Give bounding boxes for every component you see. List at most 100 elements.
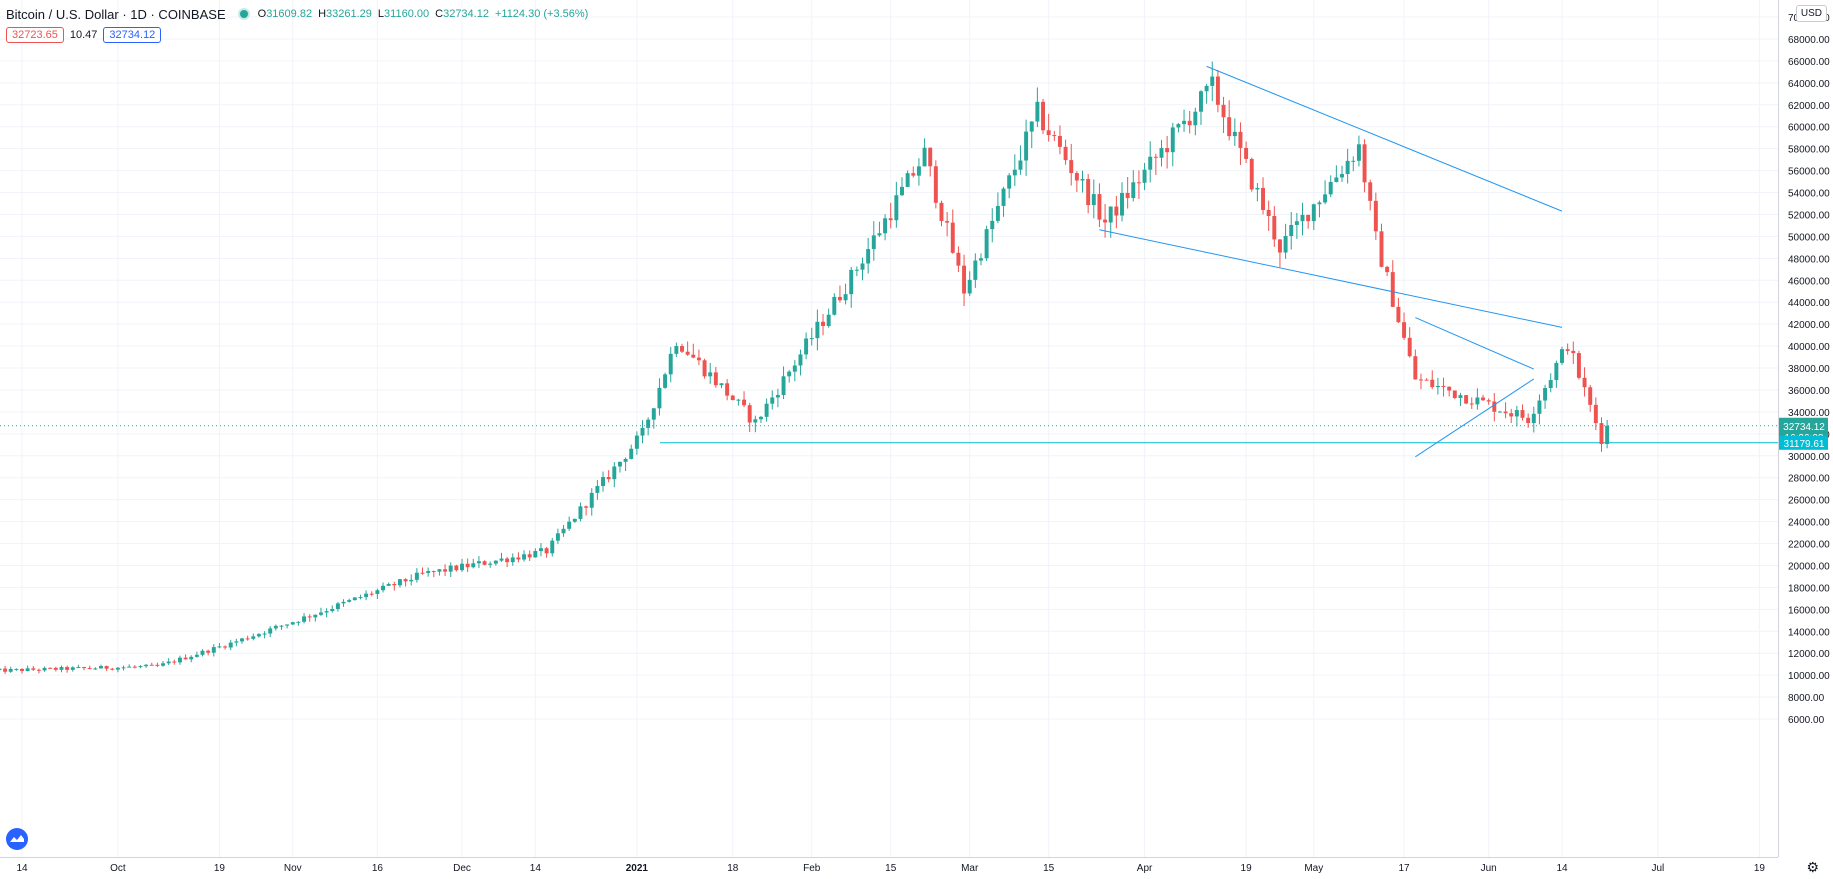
candle-body xyxy=(166,661,171,664)
y-tick-label: 36000.00 xyxy=(1788,386,1830,397)
candle-body xyxy=(14,668,19,670)
tradingview-logo-icon[interactable] xyxy=(6,828,28,850)
sell-button[interactable]: 32723.65 xyxy=(6,27,64,43)
x-tick-label: 17 xyxy=(1398,863,1410,874)
candle-body xyxy=(685,351,690,355)
candle-body xyxy=(990,220,995,230)
currency-button[interactable]: USD xyxy=(1795,5,1827,22)
candle-body xyxy=(115,667,120,670)
candle-body xyxy=(211,647,216,653)
candle-body xyxy=(1170,127,1175,153)
candle-body xyxy=(364,593,369,598)
y-tick-label: 16000.00 xyxy=(1788,605,1830,616)
candle-body xyxy=(702,360,707,377)
candle-body xyxy=(1447,386,1452,391)
horizontal-lines xyxy=(0,425,1778,444)
x-tick-label: 14 xyxy=(530,863,542,874)
candle-body xyxy=(1576,353,1581,378)
x-tick-label: Jul xyxy=(1651,863,1664,874)
candle-body xyxy=(65,667,70,670)
candle-body xyxy=(1046,130,1051,136)
candle-body xyxy=(1328,181,1333,195)
candle-body xyxy=(443,569,448,572)
market-status-icon xyxy=(239,10,248,18)
candle-body xyxy=(567,521,572,529)
candle-body xyxy=(984,229,989,259)
candle-body xyxy=(1035,101,1040,122)
candle-body xyxy=(59,667,64,670)
candle-body xyxy=(1362,144,1367,183)
candle-body xyxy=(1244,147,1249,159)
candle-body xyxy=(516,557,521,560)
candle-body xyxy=(1029,121,1034,132)
candle-body xyxy=(144,664,149,667)
candle-body xyxy=(1396,306,1401,323)
candle-body xyxy=(742,399,747,406)
last-price-label: 32734.12 xyxy=(1783,422,1825,433)
candle-body xyxy=(414,572,419,580)
candle-body xyxy=(1334,177,1339,182)
buy-button[interactable]: 32734.12 xyxy=(103,27,162,43)
candle-body xyxy=(358,597,363,599)
trendline xyxy=(1415,317,1534,370)
candle-body xyxy=(1052,135,1057,137)
x-tick-label: 19 xyxy=(1241,863,1253,874)
candle-body xyxy=(1441,385,1446,387)
candle-body xyxy=(832,296,837,315)
candle-body xyxy=(900,186,904,196)
candle-body xyxy=(1289,224,1294,236)
candle-body xyxy=(262,633,267,635)
candle-body xyxy=(1588,387,1593,405)
candle-body xyxy=(956,252,961,266)
candle-body xyxy=(0,668,2,671)
candle-body xyxy=(708,372,713,377)
candle-body xyxy=(240,638,244,642)
candle-body xyxy=(409,579,414,582)
candle-body xyxy=(1481,397,1485,401)
candle-body xyxy=(1018,160,1023,170)
symbol-title[interactable]: Bitcoin / U.S. Dollar · 1D · COINBASE xyxy=(6,6,226,22)
y-tick-label: 40000.00 xyxy=(1788,342,1830,353)
time-axis[interactable]: 14 Oct 19 Nov 16 Dec 14 2021 18 Feb 15 Mar 15 Apr 19 Ma… xyxy=(0,857,1778,875)
x-tick-label: 14 xyxy=(1556,863,1568,874)
candle-body xyxy=(313,614,318,618)
candle-body xyxy=(335,603,340,609)
candle-body xyxy=(99,666,103,669)
x-tick-label: 14 xyxy=(16,863,28,874)
candle-body xyxy=(82,667,87,669)
candle-body xyxy=(1108,206,1113,223)
candle-body xyxy=(1390,272,1395,307)
y-tick-label: 28000.00 xyxy=(1788,474,1830,485)
candle-body xyxy=(1136,182,1141,184)
candle-body xyxy=(539,548,543,552)
candle-body xyxy=(877,233,882,236)
candle-body xyxy=(770,397,775,404)
gear-icon[interactable]: ⚙ xyxy=(1806,859,1819,875)
candles xyxy=(0,61,1610,675)
candle-body xyxy=(730,395,735,401)
candle-body xyxy=(217,646,222,648)
candle-body xyxy=(465,563,470,568)
candle-body xyxy=(1232,131,1237,137)
candle-body xyxy=(397,579,402,586)
candle-body xyxy=(1435,385,1440,388)
candle-body xyxy=(319,612,323,615)
trendlines[interactable] xyxy=(1099,65,1563,458)
x-tick-label: Feb xyxy=(803,863,821,874)
candle-body xyxy=(1548,380,1553,389)
candle-body xyxy=(1526,417,1531,424)
price-axis[interactable]: 6000.00 8000.00 10000.00 12000.00 14000.00 16… xyxy=(1778,0,1833,879)
candle-body xyxy=(550,540,555,554)
candle-body xyxy=(1153,156,1158,158)
candle-body xyxy=(1057,135,1062,147)
candle-body xyxy=(324,611,329,613)
candle-body xyxy=(584,506,589,508)
candle-body xyxy=(1131,182,1136,199)
candle-body xyxy=(725,383,730,396)
candle-body xyxy=(1311,204,1316,222)
candle-body xyxy=(572,518,577,522)
candle-body xyxy=(1012,169,1017,176)
candle-body xyxy=(375,590,380,594)
candle-body xyxy=(866,249,871,264)
